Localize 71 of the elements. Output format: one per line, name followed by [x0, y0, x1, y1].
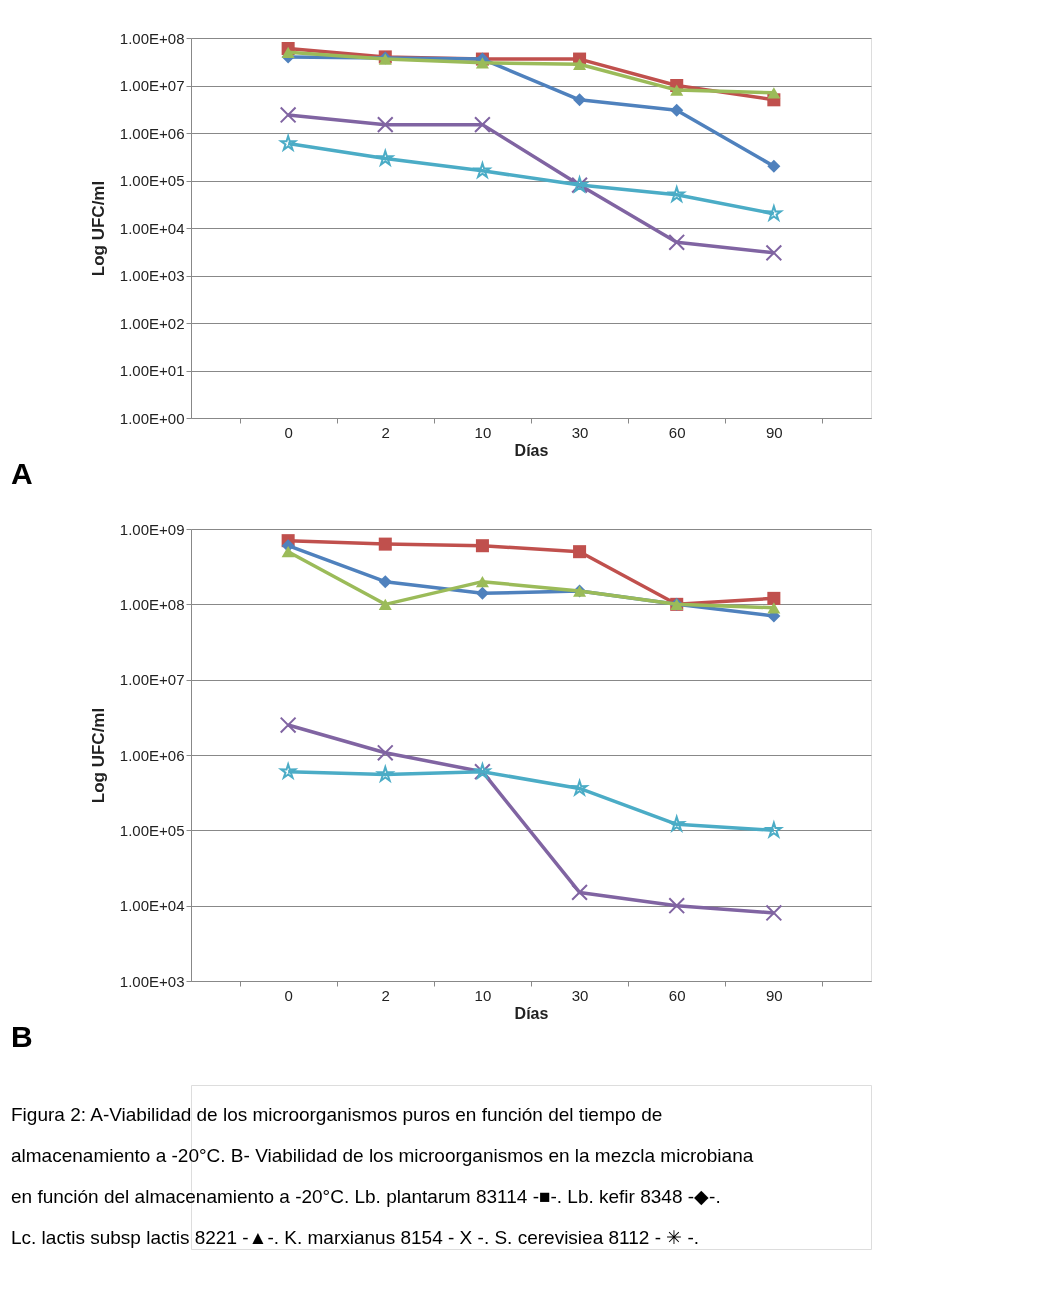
- point: [474, 116, 491, 134]
- point: [279, 716, 297, 734]
- point: [571, 883, 588, 901]
- y-axis-title: Log UFC/ml: [88, 707, 108, 804]
- point: [573, 58, 587, 70]
- x-tick-label: 90: [766, 986, 783, 1004]
- x-tick-label: 10: [474, 986, 492, 1004]
- point: [376, 116, 394, 134]
- y-tick-label: 1.00E+07: [119, 671, 185, 689]
- x-tick-label: 2: [381, 986, 390, 1004]
- point: [375, 148, 396, 168]
- point: [279, 106, 297, 124]
- y-tick-label: 1.00E+03: [119, 972, 185, 990]
- x-tick-label: 90: [766, 423, 783, 441]
- y-tick-label: 1.00E+04: [119, 897, 185, 915]
- x-tick-label: 30: [571, 423, 589, 441]
- y-tick-label: 1.00E+09: [119, 520, 185, 538]
- text: B: [11, 1020, 33, 1053]
- point: [375, 764, 396, 784]
- point: [668, 813, 687, 833]
- x-axis-title: Días: [514, 1004, 549, 1022]
- y-tick-label: 1.00E+08: [119, 595, 185, 613]
- point: [281, 546, 295, 558]
- y-tick-label: 1.00E+08: [119, 29, 185, 47]
- y-tick-label: 1.00E+04: [119, 219, 185, 237]
- x-tick-label: 60: [668, 423, 686, 441]
- x-tick-label: 30: [571, 986, 589, 1004]
- y-tick-label: 1.00E+07: [119, 77, 185, 94]
- text: A: [11, 457, 33, 490]
- point: [475, 57, 489, 69]
- y-axis-title: Log UFC/ml: [88, 180, 108, 277]
- point: [472, 160, 493, 180]
- y-tick-label: 1.00E+06: [119, 746, 185, 764]
- point: [670, 103, 684, 117]
- point: [281, 46, 295, 58]
- x-tick-label: 2: [381, 423, 390, 441]
- point: [475, 586, 489, 600]
- point: [767, 591, 781, 605]
- point: [763, 819, 784, 839]
- point: [767, 87, 781, 99]
- point: [573, 93, 587, 107]
- y-tick-label: 1.00E+02: [119, 314, 185, 332]
- x-tick-label: 0: [284, 423, 293, 441]
- point: [378, 537, 392, 551]
- point: [378, 575, 392, 589]
- y-tick-label: 1.00E+00: [119, 409, 185, 427]
- point: [765, 904, 783, 922]
- point: [475, 576, 489, 588]
- x-tick-label: 60: [668, 986, 686, 1004]
- text: Figura 2: A-Viabilidad de los microorganismos puros en función del tiempo de almacenamiento a -20°C. B- Viabilidad de los microorganismos en la mezcla microbiana en función del almacenamiento a -20°C. Lb. plantarum 83114 -■-. Lb. kefir 8348 -◆-. Lc. lactis subsp lactis 8221 -▲-. K. marxianus 8154 - X -. S. cerevisiea 8112 - ✳ -.: [11, 1103, 754, 1248]
- x-tick-label: 0: [284, 986, 293, 1004]
- point: [278, 133, 299, 153]
- point: [475, 539, 489, 553]
- point: [668, 233, 686, 251]
- point: [670, 84, 684, 96]
- y-tick-label: 1.00E+05: [119, 821, 185, 839]
- y-tick-label: 1.00E+01: [119, 362, 185, 379]
- point: [767, 159, 781, 173]
- point: [573, 545, 587, 559]
- y-tick-label: 1.00E+05: [119, 172, 185, 189]
- y-tick-label: 1.00E+03: [119, 267, 185, 284]
- point: [376, 744, 394, 762]
- x-axis-title: Días: [514, 441, 549, 459]
- point: [765, 244, 783, 262]
- point: [668, 897, 686, 915]
- point: [666, 184, 687, 204]
- point: [767, 602, 781, 614]
- x-tick-label: 10: [474, 423, 492, 441]
- point: [378, 598, 392, 610]
- y-tick-label: 1.00E+06: [119, 124, 185, 142]
- point: [278, 761, 299, 781]
